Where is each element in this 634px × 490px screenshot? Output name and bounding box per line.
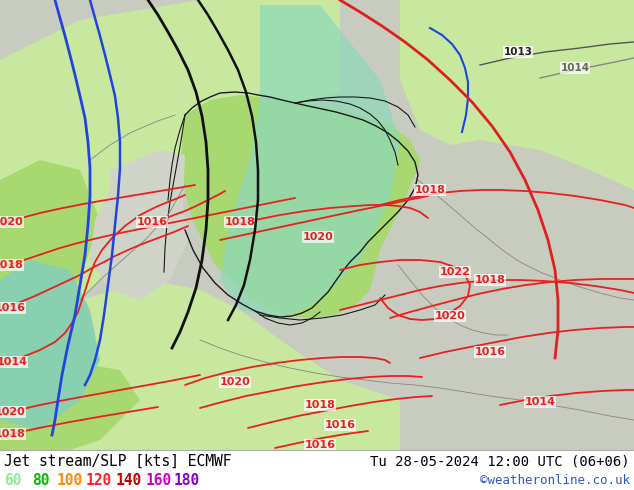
Text: 180: 180 [174, 472, 200, 488]
Polygon shape [0, 260, 100, 430]
Text: ©weatheronline.co.uk: ©weatheronline.co.uk [480, 473, 630, 487]
Text: 120: 120 [86, 472, 112, 488]
Polygon shape [400, 390, 634, 490]
Polygon shape [90, 150, 188, 300]
Text: Jet stream/SLP [kts] ECMWF: Jet stream/SLP [kts] ECMWF [4, 454, 231, 468]
Text: 1018: 1018 [415, 185, 446, 195]
Text: 1016: 1016 [136, 217, 167, 227]
Text: 1018: 1018 [0, 260, 23, 270]
Polygon shape [0, 280, 634, 490]
Text: 1020: 1020 [0, 407, 25, 417]
Text: 1020: 1020 [435, 311, 465, 321]
Text: 140: 140 [116, 472, 142, 488]
Text: 1018: 1018 [475, 275, 505, 285]
Text: 160: 160 [146, 472, 172, 488]
Text: 1018: 1018 [224, 217, 256, 227]
Text: 1016: 1016 [0, 303, 25, 313]
Text: 80: 80 [32, 472, 49, 488]
Polygon shape [0, 160, 100, 340]
Text: 1014: 1014 [560, 63, 590, 73]
Text: 1016: 1016 [325, 420, 356, 430]
Text: 1020: 1020 [0, 217, 23, 227]
Text: 100: 100 [57, 472, 83, 488]
Text: 1014: 1014 [524, 397, 555, 407]
Bar [0, 450, 634, 490]
Polygon shape [220, 5, 400, 320]
Text: 60: 60 [4, 472, 22, 488]
Text: 1018: 1018 [0, 429, 25, 439]
Text: 1020: 1020 [302, 232, 333, 242]
Polygon shape [0, 0, 340, 350]
Text: 1018: 1018 [304, 400, 335, 410]
Text: 1013: 1013 [503, 47, 533, 57]
Text: 1022: 1022 [439, 267, 470, 277]
Text: 1014: 1014 [0, 357, 27, 367]
Polygon shape [181, 95, 420, 318]
Text: 1020: 1020 [219, 377, 250, 387]
Polygon shape [400, 0, 634, 200]
Polygon shape [0, 360, 140, 460]
Polygon shape [400, 140, 634, 320]
Text: Tu 28-05-2024 12:00 UTC (06+06): Tu 28-05-2024 12:00 UTC (06+06) [370, 454, 630, 468]
Text: 1016: 1016 [304, 440, 335, 450]
Text: 1016: 1016 [474, 347, 505, 357]
